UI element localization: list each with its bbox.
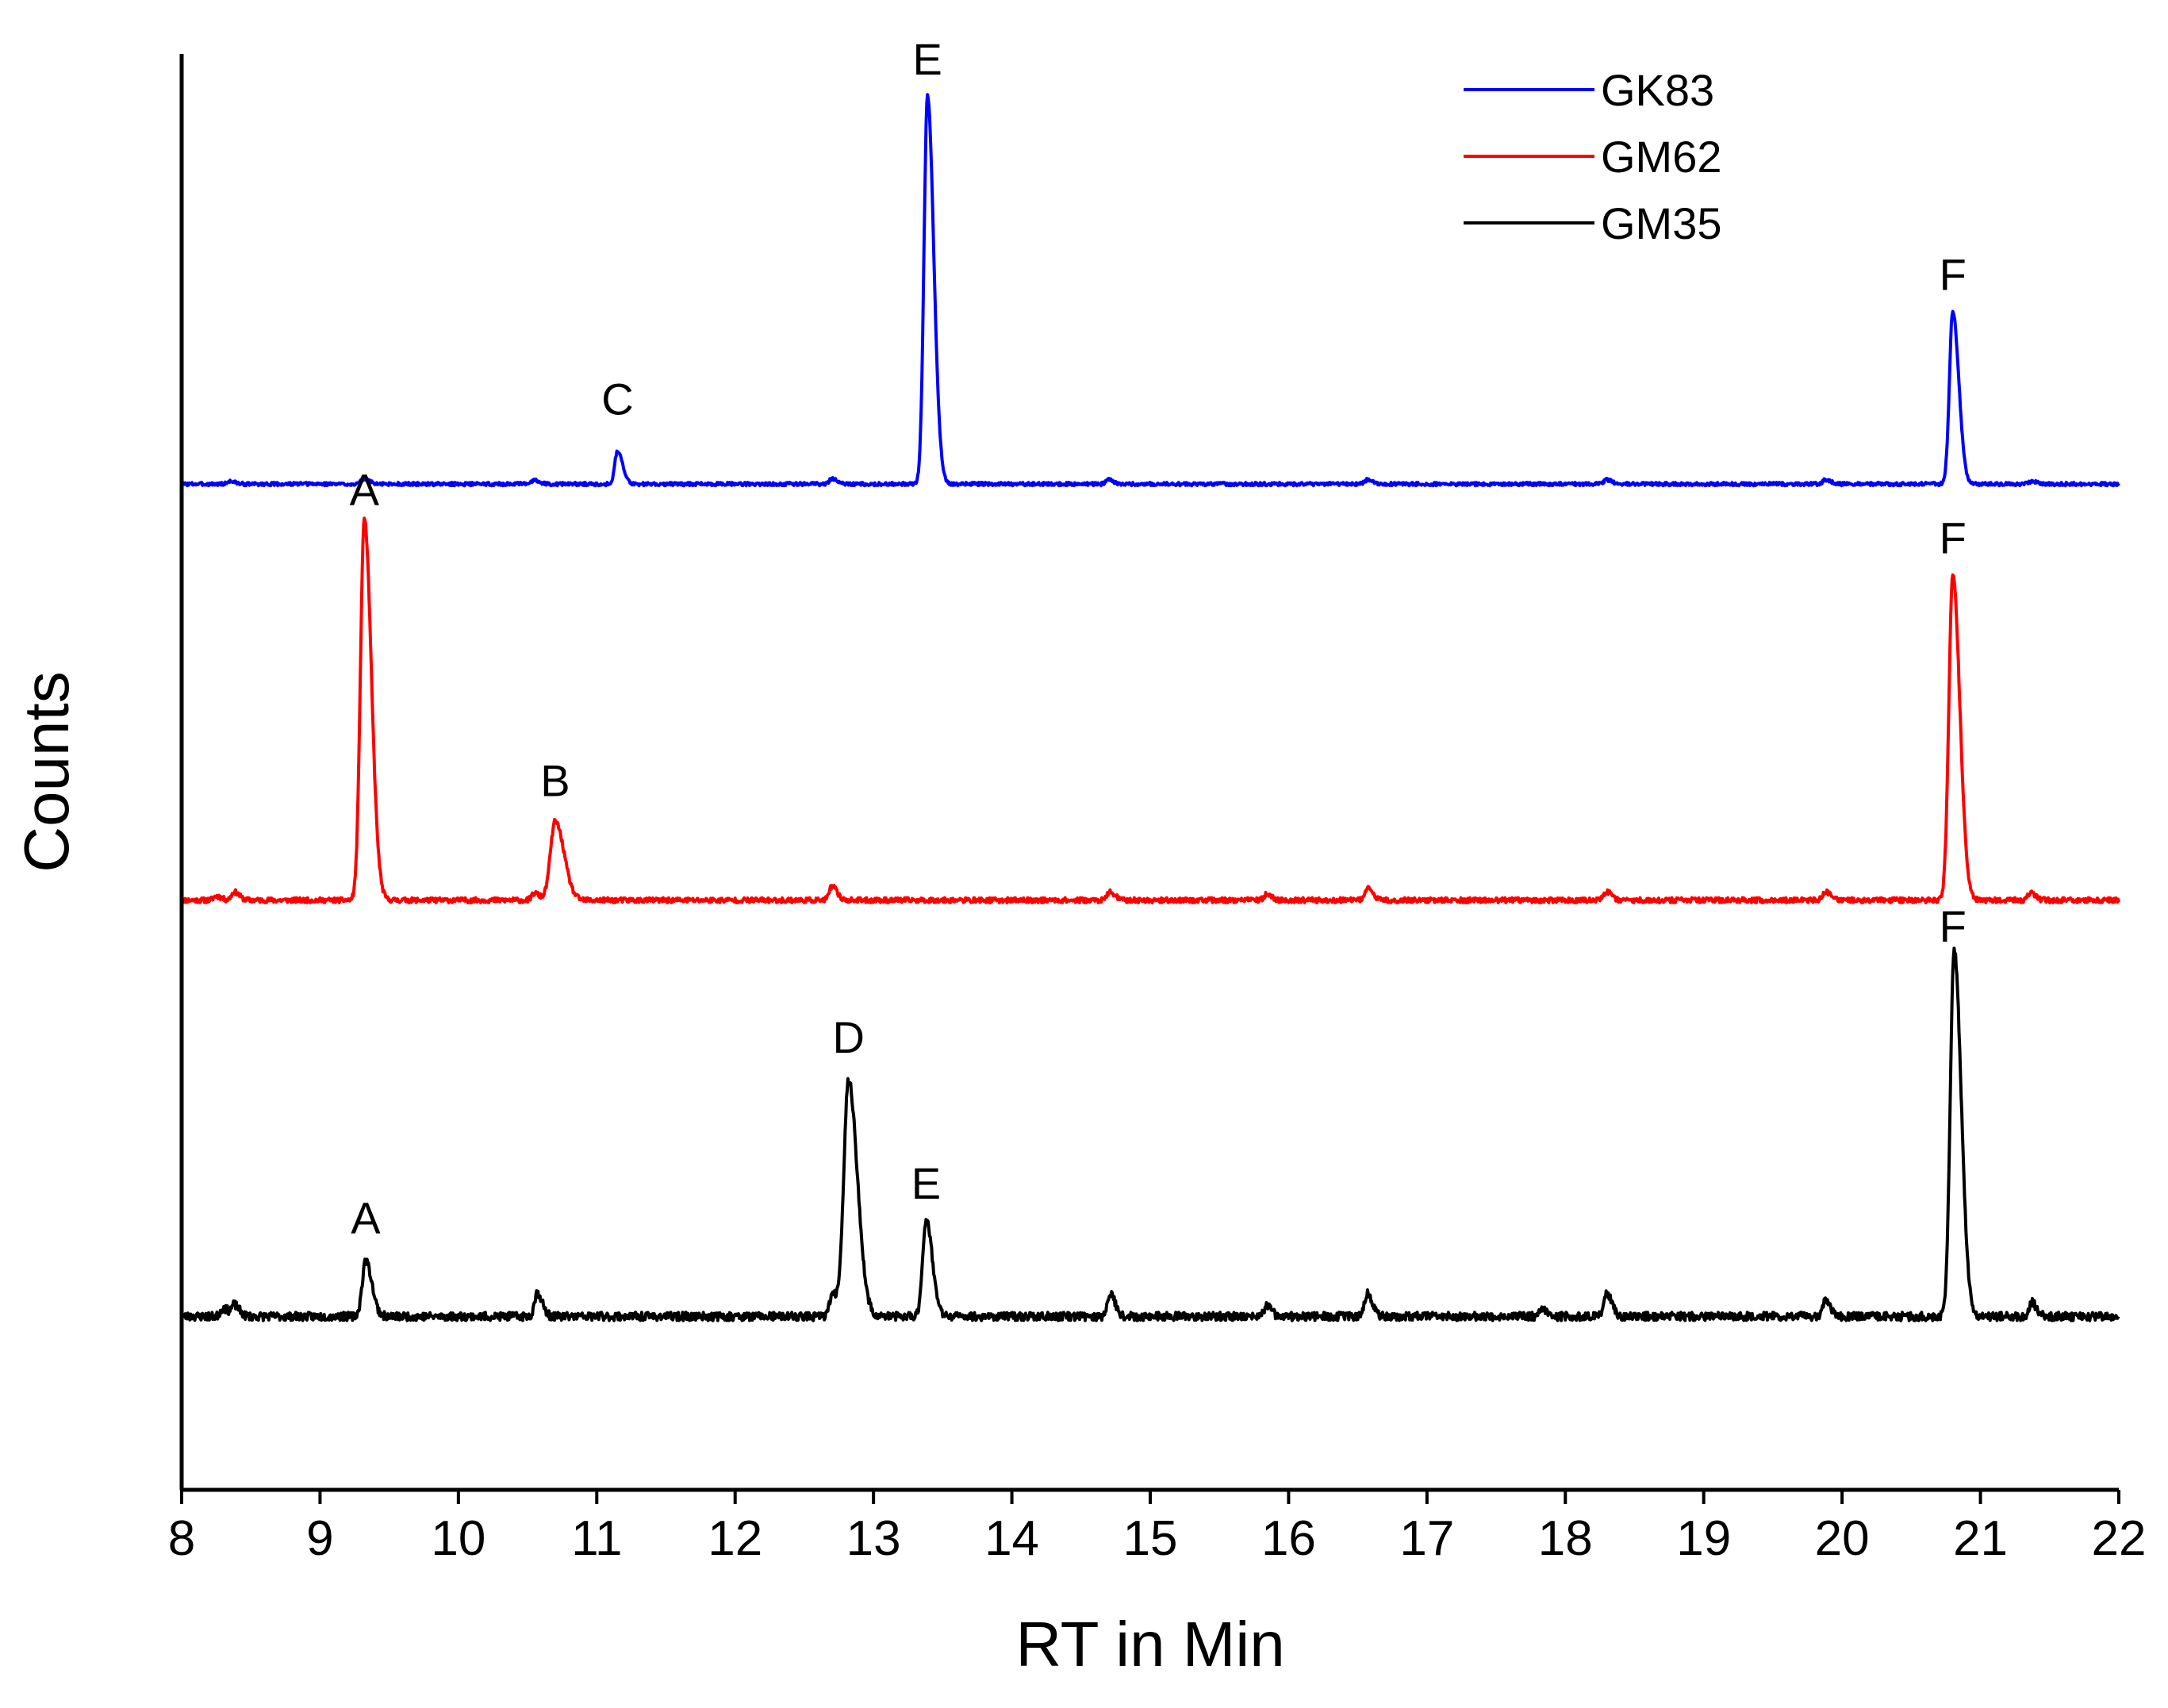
x-tick-label: 13	[846, 1511, 901, 1566]
peak-label: F	[1940, 513, 1967, 563]
peak-label: C	[601, 374, 633, 424]
peak-label: D	[833, 1012, 865, 1062]
peak-label: B	[540, 756, 570, 806]
x-tick-label: 12	[708, 1511, 762, 1566]
x-tick-label: 19	[1676, 1511, 1731, 1566]
legend-label-gm62: GM62	[1601, 132, 1722, 182]
peak-label: F	[1940, 249, 1967, 299]
x-tick-label: 8	[168, 1511, 195, 1566]
x-tick-label: 15	[1123, 1511, 1178, 1566]
x-tick-label: 10	[431, 1511, 485, 1566]
series-line-gk83	[180, 93, 2120, 488]
x-tick-label: 17	[1399, 1511, 1454, 1566]
legend-label-gm35: GM35	[1601, 198, 1722, 248]
x-ticks-group: 8 9 10 11 12 13 14 15 16 17 18 19 20 21 22	[168, 1490, 2147, 1566]
x-tick-label: 14	[984, 1511, 1039, 1566]
legend-label-gk83: GK83	[1601, 65, 1714, 115]
x-tick-label: 22	[2092, 1511, 2147, 1566]
traces-group	[180, 93, 2120, 1322]
x-axis-title: RT in Min	[1015, 1609, 1284, 1679]
x-tick-label: 16	[1261, 1511, 1316, 1566]
peak-labels-group: E C F A B F F D E A	[350, 34, 1967, 1242]
x-tick-label: 21	[1953, 1511, 2008, 1566]
peak-label: F	[1940, 901, 1967, 951]
peak-label: E	[911, 1158, 941, 1208]
series-line-gm35	[180, 946, 2120, 1322]
x-tick-label: 9	[306, 1511, 333, 1566]
peak-label: A	[351, 1192, 381, 1242]
series-line-gm62	[180, 516, 2120, 904]
axes-group	[179, 54, 2119, 1492]
x-tick-label: 11	[571, 1511, 622, 1566]
x-tick-label: 18	[1538, 1511, 1593, 1566]
x-tick-label: 20	[1815, 1511, 1870, 1566]
peak-label: E	[912, 34, 942, 84]
peak-label: A	[350, 464, 380, 514]
y-axis-title: Counts	[11, 671, 82, 872]
legend: GK83 GM62 GM35	[1464, 65, 1722, 248]
